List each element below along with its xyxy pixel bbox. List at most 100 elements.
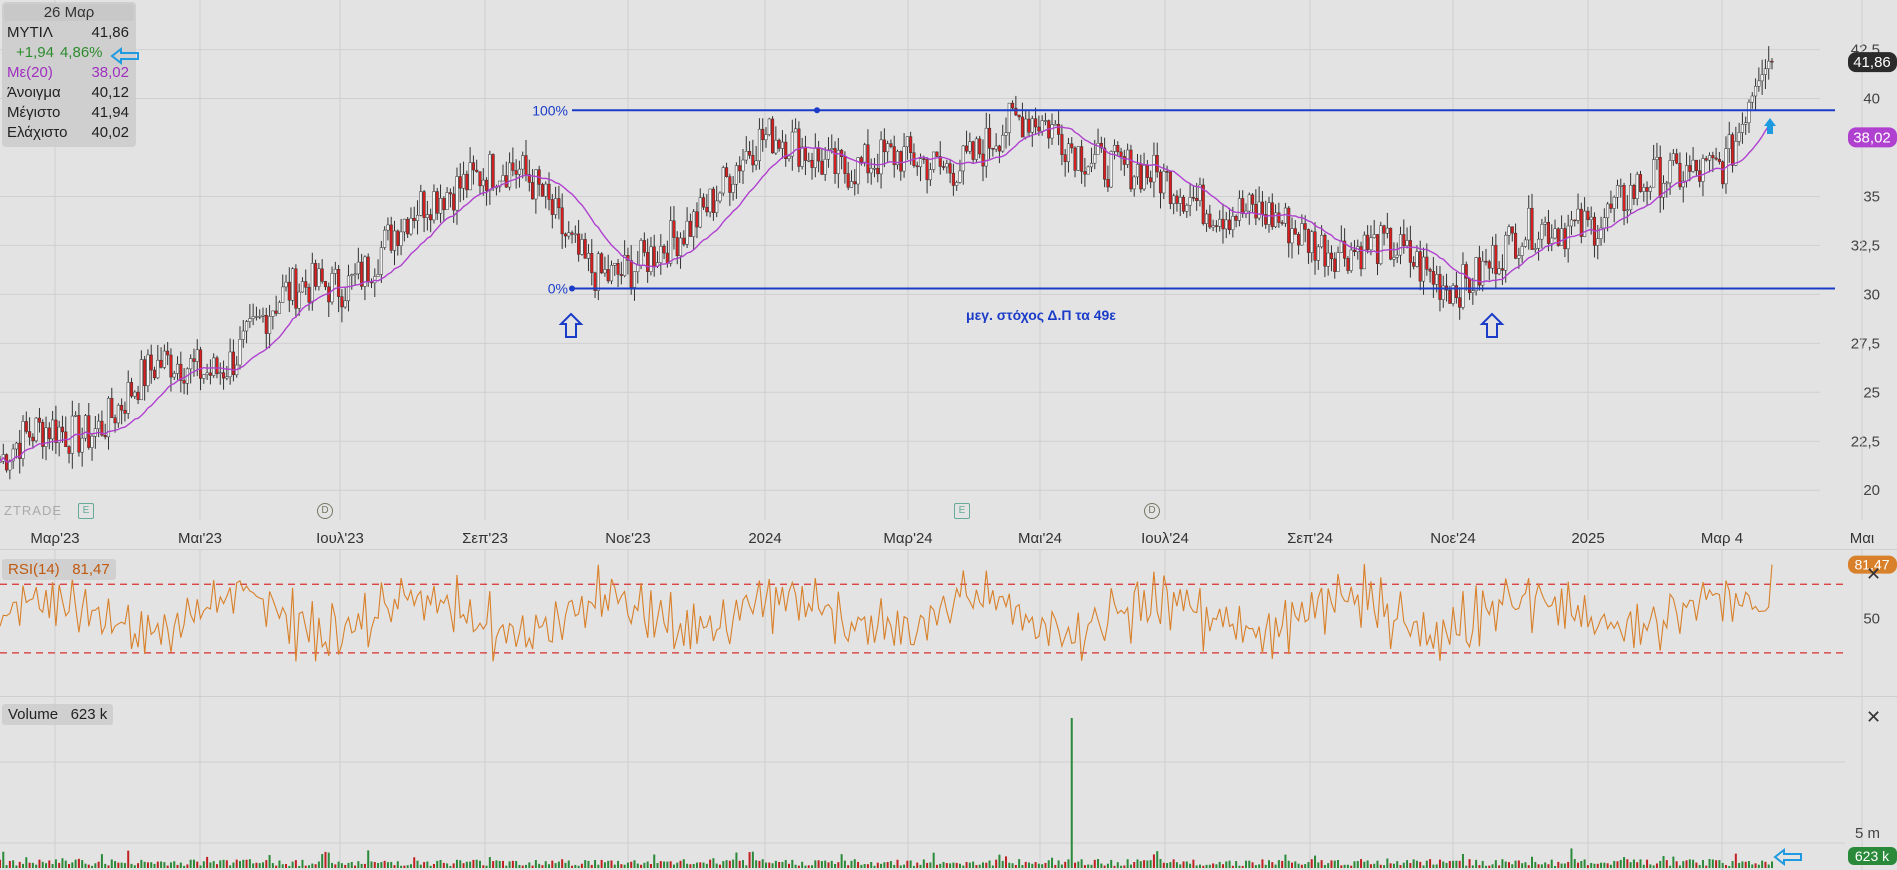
candle [1366,234,1370,251]
volume-bar [400,865,403,868]
volume-bar [1475,859,1478,868]
volume-bar [1619,859,1622,868]
candle [1537,238,1541,249]
volume-panel[interactable]: 5 m 623 k [0,696,1897,870]
candle [849,181,854,188]
candle [984,127,988,167]
candle [1142,165,1146,190]
volume-bar [465,861,468,868]
candle [106,398,111,438]
volume-bar [350,861,353,868]
volume-bar [1484,865,1487,868]
volume-bar [1488,865,1491,868]
candle [1645,187,1649,192]
volume-bar [446,863,449,868]
candle [143,359,147,387]
volume-bar [1271,862,1274,868]
candle [1438,274,1442,300]
volume-bar [663,861,666,868]
volume-bar [843,860,846,868]
volume-bar [409,864,412,868]
volume-bar [889,861,892,868]
volume-chart[interactable]: 5 m 623 k [0,697,1897,870]
volume-bar [68,864,71,868]
candle [1004,132,1008,136]
volume-bar [58,862,61,868]
candle [731,183,735,193]
candle [1017,114,1021,118]
earnings-marker-icon[interactable]: E [954,503,970,519]
arrow-left-icon[interactable] [110,47,140,65]
dividend-marker-icon[interactable]: D [317,503,333,519]
rsi-chart[interactable]: 50 81,47 [0,550,1897,696]
arrow-left-icon[interactable] [1773,848,1803,866]
candle [550,199,554,215]
volume-bar [123,863,126,868]
candle [340,296,344,308]
candle [853,181,857,185]
volume-bar [1445,862,1448,868]
volume-bar [337,861,340,868]
candle [1546,222,1550,244]
candle [1112,145,1117,152]
volume-bar [1129,864,1132,868]
volume-bar [1258,864,1261,868]
volume-bar [567,860,570,868]
candle [455,176,459,211]
candle [1497,268,1501,275]
open-label: Άνοιγμα [7,84,61,101]
candle [1257,201,1261,219]
volume-bar [751,851,754,868]
volume-bar [1642,864,1645,868]
candle [392,230,397,251]
candle [1599,227,1603,239]
volume-bar [1110,859,1113,868]
volume-bar [1629,862,1632,868]
candle [1264,214,1268,225]
volume-bar [649,864,652,868]
volume-bar [1077,861,1080,868]
volume-bar [173,861,176,868]
candle [1763,68,1767,75]
candle [1034,118,1038,128]
volume-bar [1192,859,1195,868]
volume-bar [48,860,51,868]
candle [297,291,301,309]
candle [238,339,242,366]
volume-bar [1162,862,1165,868]
price-chart-panel[interactable]: 42,5 40 35 32,5 30 27,5 25 22,5 20 100% 0% μεγ. στό… [0,0,1897,528]
rsi-close-icon[interactable]: ✕ [1866,564,1882,584]
candle [958,170,962,183]
volume-bar [1021,865,1024,868]
dividend-marker-icon[interactable]: D [1144,503,1160,519]
volume-bar [1369,864,1372,868]
earnings-marker-icon[interactable]: E [78,503,94,519]
volume-close-icon[interactable]: ✕ [1866,707,1882,727]
candle [1421,256,1426,282]
volume-bar [1356,861,1359,868]
candle [1372,234,1376,238]
candle [1027,118,1031,133]
volume-bar [574,864,577,868]
candle [1099,142,1103,149]
candle [748,151,752,156]
volume-bar [360,863,363,868]
volume-bar [1189,863,1192,868]
candle [1629,185,1633,211]
high-label: Μέγιστο [7,104,61,121]
volume-bar [1133,862,1136,868]
volume-bar [61,858,64,868]
rsi-panel[interactable]: 50 81,47 [0,549,1897,696]
candle [268,316,272,334]
volume-bar [176,864,179,868]
candle [951,172,955,186]
candle [1116,145,1120,153]
candle [57,426,61,443]
candle [1606,203,1610,218]
ma-badge-label: 38,02 [1853,129,1891,146]
candle [560,207,564,235]
volume-bar [1383,865,1386,868]
candle [103,434,107,438]
volume-bar [1366,860,1369,868]
